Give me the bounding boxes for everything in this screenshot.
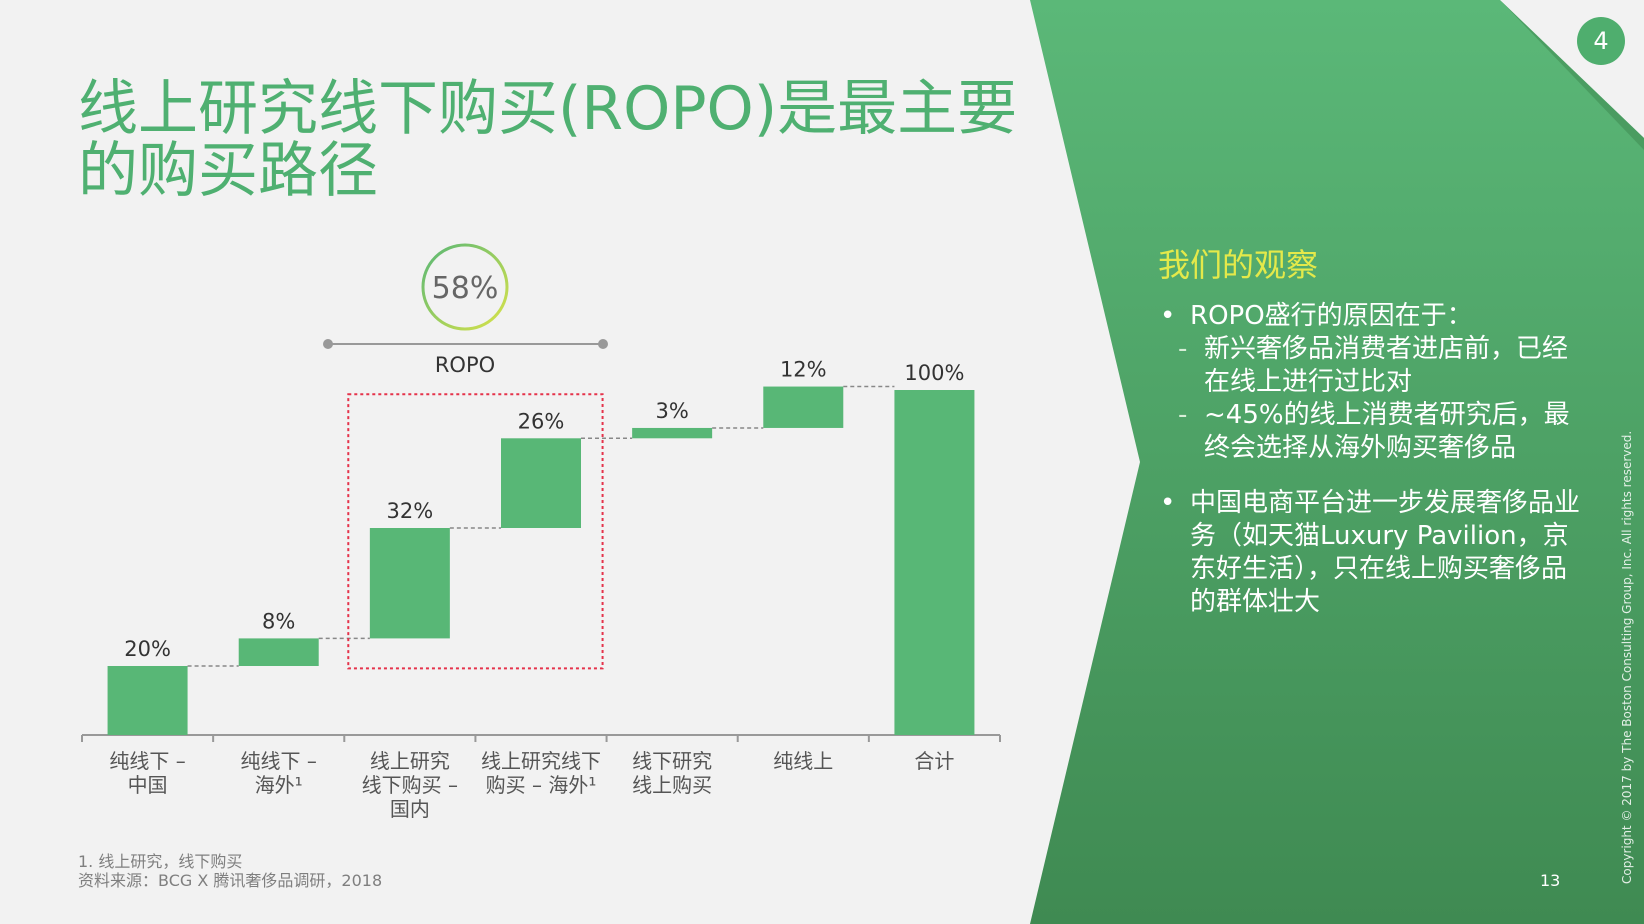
bar-value-label: 32%	[387, 499, 434, 523]
bar-4	[501, 438, 581, 528]
footnote: 1. 线上研究，线下购买 资料来源：BCG X 腾讯奢侈品调研，2018	[78, 852, 382, 890]
ropo-total-label: 58%	[432, 271, 499, 306]
category-label: 购买 – 海外¹	[486, 773, 597, 797]
bar-2	[238, 638, 319, 666]
bar-value-label: 20%	[124, 637, 171, 661]
observation-sub-1: 新兴奢侈品消费者进店前，已经在线上进行过比对	[1174, 333, 1590, 399]
category-label: 纯线上	[773, 749, 833, 773]
ropo-total-circle	[421, 243, 509, 331]
category-label: 国内	[390, 797, 430, 821]
bar-value-label: 8%	[262, 609, 295, 633]
footnote-line-2: 资料来源：BCG X 腾讯奢侈品调研，2018	[78, 871, 383, 890]
bar-value-label: 3%	[655, 399, 688, 423]
ropo-bracket-right-dot	[598, 339, 608, 349]
observation-sub-2: ~45%的线上消费者研究后，最终会选择从海外购买奢侈品	[1174, 399, 1590, 465]
observations-list: ROPO盛行的原因在于： 新兴奢侈品消费者进店前，已经在线上进行过比对 ~45%…	[1160, 300, 1590, 619]
category-label: 海外¹	[255, 773, 303, 797]
section-badge: 4	[1577, 17, 1625, 65]
ropo-bracket-label: ROPO	[435, 353, 495, 377]
category-label: 中国	[128, 773, 168, 797]
bar-6	[763, 386, 844, 428]
bar-value-label: 12%	[780, 358, 827, 382]
footnote-line-1: 1. 线上研究，线下购买	[78, 852, 243, 871]
bar-1	[107, 666, 188, 735]
observation-bullet-2: 中国电商平台进一步发展奢侈品业务（如天猫Luxury Pavilion，京东好生…	[1160, 487, 1590, 619]
ropo-bracket-left-dot	[323, 339, 333, 349]
bar-value-label: 26%	[518, 409, 565, 433]
bar-5	[632, 427, 713, 439]
bar-7	[894, 390, 975, 735]
bar-3	[369, 528, 450, 639]
category-label: 线下研究	[632, 749, 712, 773]
category-label: 线下购买 –	[362, 773, 458, 797]
page-title: 线上研究线下购买(ROPO)是最主要的购买路径	[78, 74, 1018, 206]
category-label: 合计	[914, 749, 954, 773]
copyright-notice: Copyright © 2017 by The Boston Consultin…	[1620, 430, 1634, 884]
observations-title: 我们的观察	[1158, 246, 1319, 284]
category-label: 纯线下 –	[241, 749, 317, 773]
category-label: 纯线下 –	[109, 749, 185, 773]
corner-fold-shadow	[1500, 0, 1644, 150]
category-label: 线上研究	[370, 749, 450, 773]
ropo-highlight-box	[347, 393, 604, 670]
observation-bullet-1: ROPO盛行的原因在于：	[1160, 300, 1590, 333]
page-number: 13	[1540, 871, 1561, 890]
category-label: 线上购买	[632, 773, 712, 797]
category-label: 线上研究线下	[481, 749, 601, 773]
bar-value-label: 100%	[904, 361, 964, 385]
